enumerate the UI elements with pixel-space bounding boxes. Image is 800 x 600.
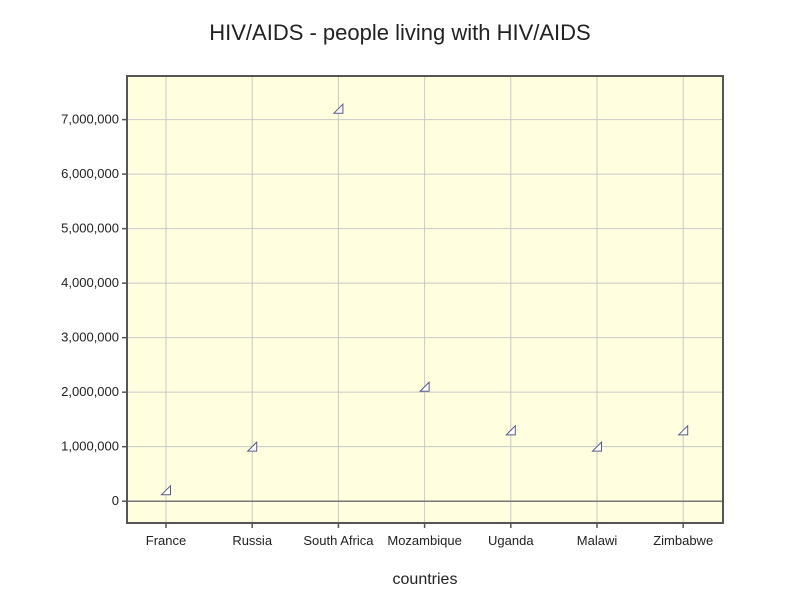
y-axis: 0 1,000,000 2,000,000 3,000,000 4,000,000 5,0… xyxy=(61,112,127,508)
x-tick-label: Malawi xyxy=(577,533,618,548)
data-point-mozambique xyxy=(418,381,430,392)
data-point-zimbabwe xyxy=(677,424,689,436)
data-point-uganda xyxy=(505,424,516,436)
x-axis: France Russia South Africa Mozambique Uganda… xyxy=(146,523,713,548)
y-tick-label: 7,000,000 xyxy=(61,112,119,127)
x-tick-label: Russia xyxy=(232,533,273,548)
chart-title: HIV/AIDS - people living with HIV/AIDS xyxy=(209,20,590,45)
x-axis-label: countries xyxy=(393,571,458,588)
x-tick-label: Uganda xyxy=(488,533,534,548)
y-tick-label: 4,000,000 xyxy=(61,275,119,290)
y-tick-label: 1,000,000 xyxy=(61,439,119,454)
data-points xyxy=(160,103,689,496)
x-tick-label: France xyxy=(146,533,186,548)
x-tick-label: Zimbabwe xyxy=(653,533,713,548)
y-tick-label: 0 xyxy=(112,493,119,508)
data-point-russia xyxy=(246,440,258,452)
data-point-malawi xyxy=(591,440,602,452)
data-point-south-africa xyxy=(332,103,344,114)
x-tick-label: South Africa xyxy=(303,533,374,548)
y-tick-label: 2,000,000 xyxy=(61,384,119,399)
y-tick-label: 6,000,000 xyxy=(61,166,119,181)
y-tick-label: 3,000,000 xyxy=(61,330,119,345)
grid-lines xyxy=(127,76,723,523)
y-tick-label: 5,000,000 xyxy=(61,221,119,236)
data-point-france xyxy=(160,484,171,496)
x-tick-label: Mozambique xyxy=(387,533,461,548)
